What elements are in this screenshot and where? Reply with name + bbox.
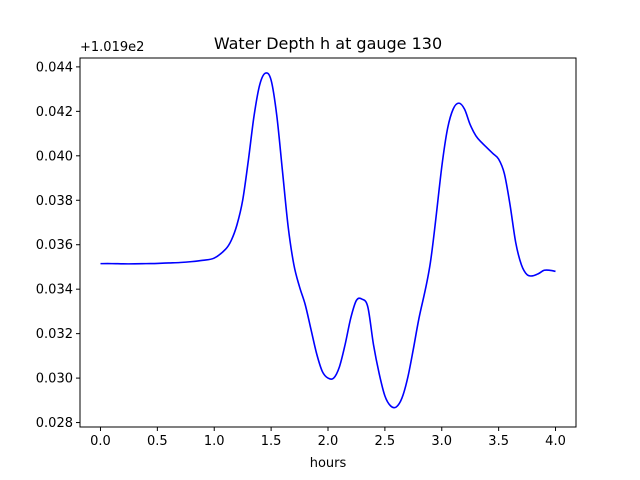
- y-tick-label: 0.028: [36, 416, 73, 431]
- y-offset-label: +1.019e2: [80, 40, 144, 55]
- y-tick-label: 0.044: [36, 60, 73, 75]
- x-tick-label: 1.0: [204, 434, 225, 449]
- y-tick-label: 0.036: [36, 238, 73, 253]
- x-tick-label: 3.5: [488, 434, 509, 449]
- y-tick-label: 0.040: [36, 149, 73, 164]
- x-axis-label: hours: [310, 456, 347, 471]
- x-tick-label: 2.5: [375, 434, 396, 449]
- plot-content: [100, 72, 556, 409]
- y-tick-label: 0.038: [36, 194, 73, 209]
- y-tick-label: 0.030: [36, 372, 73, 387]
- x-tick-label: 3.0: [431, 434, 452, 449]
- x-tick-label: 1.5: [261, 434, 282, 449]
- plot-frame: [79, 57, 577, 428]
- x-tick-label: 4.0: [545, 434, 566, 449]
- y-tick-label: 0.034: [36, 283, 73, 298]
- x-tick-label: 2.0: [318, 434, 339, 449]
- x-axis-ticks: 0.0 0.5 1.0 1.5 2.0 2.5 3.0 3.5 4.0: [90, 427, 566, 449]
- y-tick-label: 0.032: [36, 327, 73, 342]
- x-tick-label: 0.5: [147, 434, 168, 449]
- y-axis-ticks: 0.028 0.030 0.032 0.034 0.036 0.038 0.040 0.042…: [36, 60, 80, 431]
- chart-title: Water Depth h at gauge 130: [214, 34, 442, 53]
- series-line: [100, 72, 556, 409]
- y-tick-label: 0.042: [36, 105, 73, 120]
- x-tick-label: 0.0: [90, 434, 111, 449]
